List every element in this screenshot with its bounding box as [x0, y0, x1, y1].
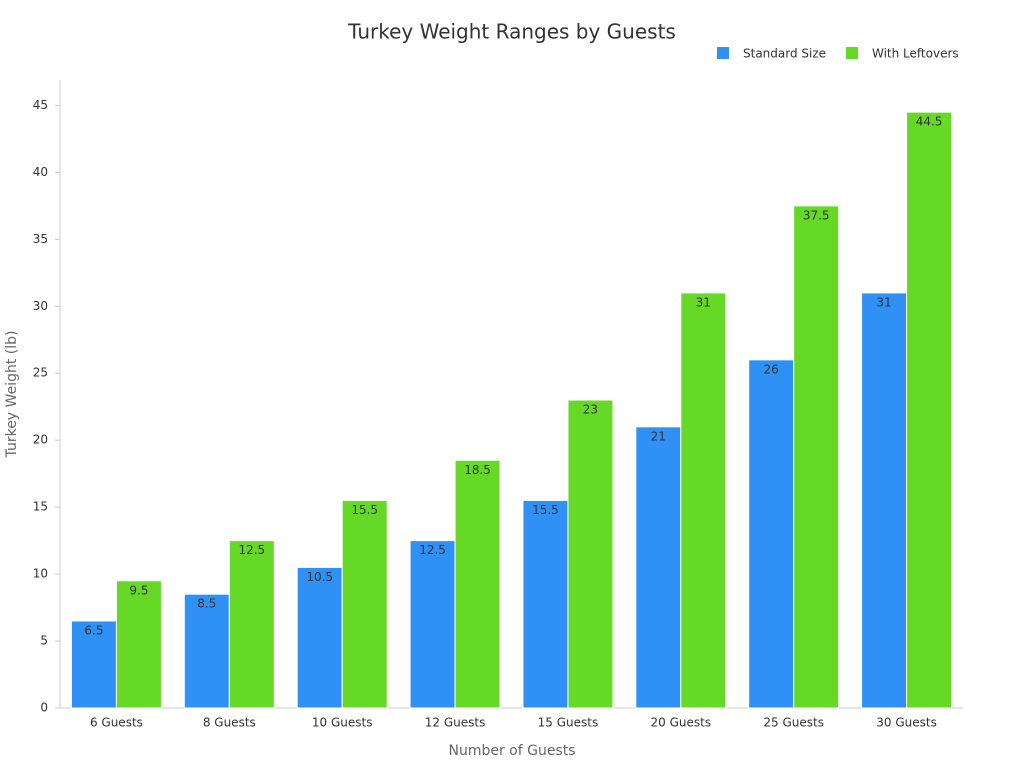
- x-tick-label: 25 Guests: [763, 716, 824, 730]
- y-tick-label: 30: [33, 299, 48, 313]
- value-label: 10.5: [306, 570, 333, 584]
- chart-title: Turkey Weight Ranges by Guests: [347, 20, 676, 44]
- y-tick-label: 45: [33, 98, 48, 112]
- y-axis-label: Turkey Weight (lb): [4, 331, 20, 459]
- y-tick-label: 25: [33, 366, 48, 380]
- value-label: 44.5: [916, 115, 943, 129]
- value-label: 12.5: [419, 543, 446, 557]
- legend-label: With Leftovers: [872, 47, 959, 61]
- x-tick-label: 12 Guests: [425, 716, 486, 730]
- x-tick-label: 15 Guests: [538, 716, 599, 730]
- value-label: 37.5: [803, 208, 830, 222]
- bar: [454, 459, 501, 709]
- bar: [228, 540, 275, 709]
- value-label: 9.5: [129, 583, 148, 597]
- y-tick-label: 15: [33, 500, 48, 514]
- value-label: 12.5: [238, 543, 265, 557]
- bar: [522, 499, 569, 709]
- bar: [296, 566, 343, 709]
- bar: [861, 292, 908, 709]
- x-tick-label: 8 Guests: [203, 716, 256, 730]
- y-tick-label: 20: [33, 433, 48, 447]
- value-label: 15.5: [351, 503, 378, 517]
- value-label: 23: [583, 403, 598, 417]
- y-tick-label: 5: [40, 634, 48, 648]
- value-label: 18.5: [464, 463, 491, 477]
- value-label: 21: [651, 429, 666, 443]
- value-label: 31: [696, 295, 711, 309]
- x-tick-label: 20 Guests: [651, 716, 712, 730]
- y-tick-label: 35: [33, 232, 48, 246]
- x-axis-label: Number of Guests: [448, 743, 575, 759]
- bar: [680, 292, 727, 709]
- value-label: 6.5: [84, 623, 103, 637]
- bar: [341, 499, 388, 709]
- legend-swatch: [846, 47, 858, 59]
- bar: [635, 426, 682, 709]
- value-label: 31: [876, 295, 891, 309]
- y-tick-label: 10: [33, 567, 48, 581]
- value-label: 8.5: [197, 597, 216, 611]
- x-tick-label: 10 Guests: [312, 716, 373, 730]
- bar: [906, 111, 953, 709]
- y-tick-label: 40: [33, 165, 48, 179]
- bar: [748, 359, 795, 709]
- bar: [793, 205, 840, 709]
- value-label: 15.5: [532, 503, 559, 517]
- legend-label: Standard Size: [743, 47, 826, 61]
- bar: [409, 540, 456, 709]
- bar: [115, 580, 162, 709]
- x-tick-label: 6 Guests: [90, 716, 143, 730]
- bar: [183, 593, 230, 709]
- y-tick-label: 0: [40, 701, 48, 715]
- x-tick-label: 30 Guests: [876, 716, 937, 730]
- bar: [70, 620, 117, 709]
- legend-swatch: [717, 47, 729, 59]
- bar: [567, 399, 614, 709]
- value-label: 26: [764, 362, 779, 376]
